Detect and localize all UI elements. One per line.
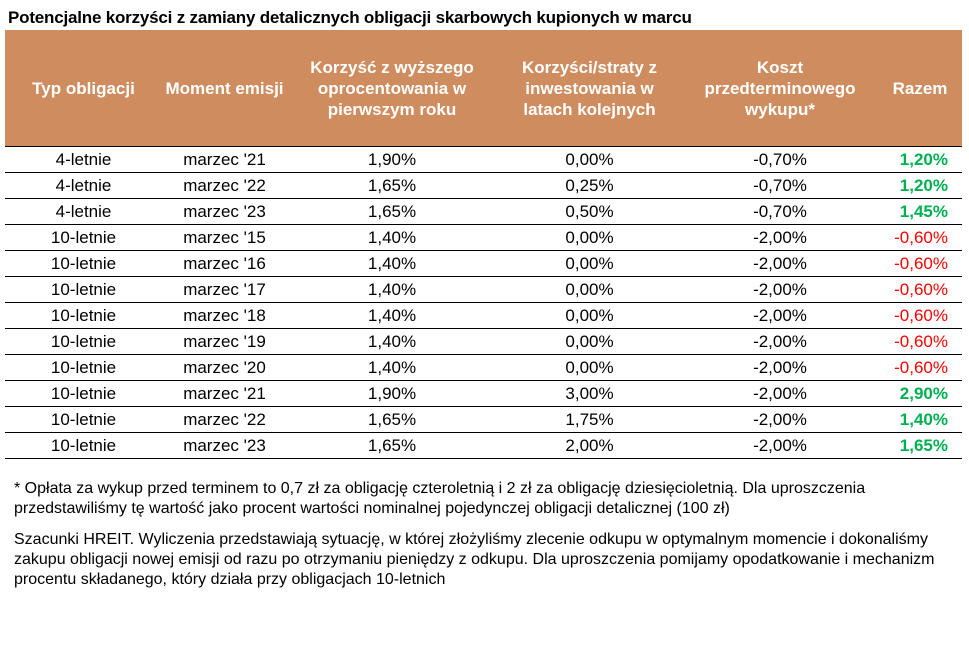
table-row: 4-letnie marzec '21 1,90% 0,00% -0,70% 1,20% bbox=[5, 146, 962, 173]
cell-type: 10-letnie bbox=[5, 302, 162, 329]
cell-type: 4-letnie bbox=[5, 146, 162, 173]
cell-total: -0,60% bbox=[878, 224, 962, 251]
cell-later-years: 0,00% bbox=[497, 302, 682, 329]
cell-total: -0,60% bbox=[878, 354, 962, 381]
cell-type: 10-letnie bbox=[5, 224, 162, 251]
cell-total: -0,60% bbox=[878, 328, 962, 355]
table-row: 10-letnie marzec '16 1,40% 0,00% -2,00% -0,60… bbox=[5, 250, 962, 277]
cell-total: -0,60% bbox=[878, 250, 962, 277]
cell-issue: marzec '20 bbox=[162, 354, 287, 381]
table-row: 10-letnie marzec '18 1,40% 0,00% -2,00% -0,60… bbox=[5, 302, 962, 329]
cell-issue: marzec '22 bbox=[162, 406, 287, 433]
header-later-years: Korzyści/straty z inwestowania w latach … bbox=[497, 30, 682, 147]
table-row: 4-letnie marzec '23 1,65% 0,50% -0,70% 1,45% bbox=[5, 198, 962, 225]
table-row: 10-letnie marzec '20 1,40% 0,00% -2,00% -0,60… bbox=[5, 354, 962, 381]
cell-first-year: 1,65% bbox=[287, 172, 497, 199]
cell-total: 1,65% bbox=[878, 432, 962, 459]
cell-total: 1,45% bbox=[878, 198, 962, 225]
cell-total: -0,60% bbox=[878, 276, 962, 303]
cell-redemption-cost: -2,00% bbox=[682, 302, 878, 329]
cell-first-year: 1,40% bbox=[287, 354, 497, 381]
cell-issue: marzec '23 bbox=[162, 198, 287, 225]
table-row: 10-letnie marzec '23 1,65% 2,00% -2,00% 1,65% bbox=[5, 432, 962, 459]
cell-issue: marzec '18 bbox=[162, 302, 287, 329]
cell-total: 2,90% bbox=[878, 380, 962, 407]
cell-issue: marzec '22 bbox=[162, 172, 287, 199]
cell-later-years: 0,00% bbox=[497, 146, 682, 173]
cell-first-year: 1,65% bbox=[287, 406, 497, 433]
cell-redemption-cost: -0,70% bbox=[682, 146, 878, 173]
cell-later-years: 0,25% bbox=[497, 172, 682, 199]
table-row: 10-letnie marzec '17 1,40% 0,00% -2,00% -0,60… bbox=[5, 276, 962, 303]
cell-later-years: 0,00% bbox=[497, 354, 682, 381]
cell-type: 10-letnie bbox=[5, 354, 162, 381]
header-total: Razem bbox=[878, 30, 962, 147]
cell-issue: marzec '17 bbox=[162, 276, 287, 303]
cell-first-year: 1,40% bbox=[287, 276, 497, 303]
cell-redemption-cost: -0,70% bbox=[682, 198, 878, 225]
footnote: * Opłata za wykup przed terminem to 0,7 … bbox=[14, 480, 866, 517]
cell-type: 10-letnie bbox=[5, 276, 162, 303]
cell-issue: marzec '21 bbox=[162, 380, 287, 407]
cell-later-years: 2,00% bbox=[497, 432, 682, 459]
cell-first-year: 1,65% bbox=[287, 198, 497, 225]
cell-redemption-cost: -2,00% bbox=[682, 354, 878, 381]
cell-first-year: 1,65% bbox=[287, 432, 497, 459]
table-row: 10-letnie marzec '22 1,65% 1,75% -2,00% 1,40% bbox=[5, 406, 962, 433]
cell-type: 10-letnie bbox=[5, 250, 162, 277]
source-note: Szacunki HREIT. Wyliczenia przedstawiają… bbox=[14, 531, 935, 588]
header-row: Typ obligacji Moment emisji Korzyść z wy… bbox=[5, 30, 962, 147]
cell-first-year: 1,90% bbox=[287, 146, 497, 173]
cell-first-year: 1,90% bbox=[287, 380, 497, 407]
cell-later-years: 0,50% bbox=[497, 198, 682, 225]
table-row: 4-letnie marzec '22 1,65% 0,25% -0,70% 1,20% bbox=[5, 172, 962, 199]
cell-redemption-cost: -2,00% bbox=[682, 406, 878, 433]
cell-type: 4-letnie bbox=[5, 198, 162, 225]
table-row: 10-letnie marzec '21 1,90% 3,00% -2,00% 2,90% bbox=[5, 380, 962, 407]
cell-issue: marzec '15 bbox=[162, 224, 287, 251]
cell-redemption-cost: -2,00% bbox=[682, 380, 878, 407]
cell-first-year: 1,40% bbox=[287, 224, 497, 251]
table-row: 10-letnie marzec '19 1,40% 0,00% -2,00% -0,60… bbox=[5, 328, 962, 355]
cell-redemption-cost: -2,00% bbox=[682, 250, 878, 277]
header-first-year: Korzyść z wyższego oprocentowania w pier… bbox=[287, 30, 497, 147]
table-row: 10-letnie marzec '15 1,40% 0,00% -2,00% -0,60… bbox=[5, 224, 962, 251]
notes: * Opłata za wykup przed terminem to 0,7 … bbox=[14, 479, 959, 601]
cell-issue: marzec '23 bbox=[162, 432, 287, 459]
cell-redemption-cost: -0,70% bbox=[682, 172, 878, 199]
cell-first-year: 1,40% bbox=[287, 250, 497, 277]
cell-total: 1,40% bbox=[878, 406, 962, 433]
cell-later-years: 0,00% bbox=[497, 250, 682, 277]
table-title: Potencjalne korzyści z zamiany detaliczn… bbox=[8, 8, 692, 27]
bonds-table: Typ obligacji Moment emisji Korzyść z wy… bbox=[5, 30, 962, 459]
cell-issue: marzec '21 bbox=[162, 146, 287, 173]
cell-first-year: 1,40% bbox=[287, 328, 497, 355]
cell-first-year: 1,40% bbox=[287, 302, 497, 329]
cell-later-years: 0,00% bbox=[497, 328, 682, 355]
cell-type: 10-letnie bbox=[5, 432, 162, 459]
cell-redemption-cost: -2,00% bbox=[682, 328, 878, 355]
cell-redemption-cost: -2,00% bbox=[682, 224, 878, 251]
cell-later-years: 3,00% bbox=[497, 380, 682, 407]
header-issue: Moment emisji bbox=[162, 30, 287, 147]
header-redemption-cost: Koszt przedterminowego wykupu* bbox=[682, 30, 878, 147]
cell-later-years: 0,00% bbox=[497, 276, 682, 303]
cell-total: 1,20% bbox=[878, 172, 962, 199]
header-type: Typ obligacji bbox=[5, 30, 162, 147]
cell-issue: marzec '16 bbox=[162, 250, 287, 277]
cell-type: 10-letnie bbox=[5, 406, 162, 433]
cell-later-years: 0,00% bbox=[497, 224, 682, 251]
cell-type: 10-letnie bbox=[5, 380, 162, 407]
cell-total: 1,20% bbox=[878, 146, 962, 173]
cell-issue: marzec '19 bbox=[162, 328, 287, 355]
cell-type: 4-letnie bbox=[5, 172, 162, 199]
cell-later-years: 1,75% bbox=[497, 406, 682, 433]
cell-redemption-cost: -2,00% bbox=[682, 276, 878, 303]
cell-total: -0,60% bbox=[878, 302, 962, 329]
cell-redemption-cost: -2,00% bbox=[682, 432, 878, 459]
cell-type: 10-letnie bbox=[5, 328, 162, 355]
